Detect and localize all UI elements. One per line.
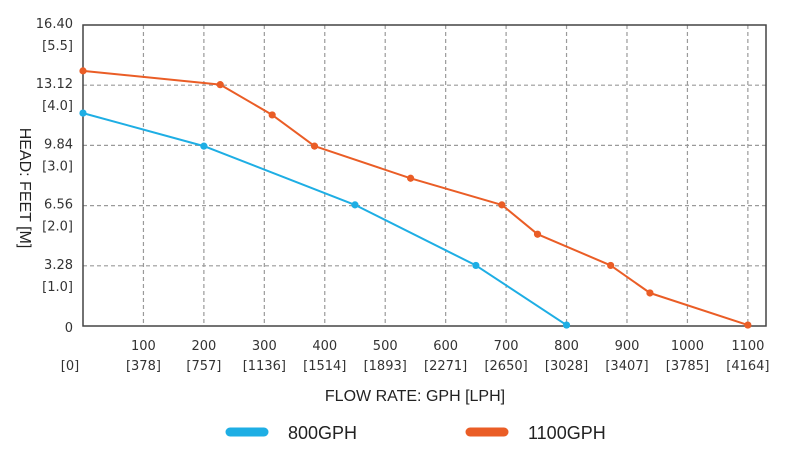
x-tick-label-gph: 600 xyxy=(433,339,458,354)
y-tick-label-feet: 16.40 xyxy=(36,17,73,32)
y-tick-label-feet: 13.12 xyxy=(36,77,73,92)
data-point-800gph xyxy=(79,109,87,117)
y-tick-label-meters: [1.0] xyxy=(42,280,73,295)
x-tick-label-gph: 1000 xyxy=(671,339,704,354)
x-tick-label-gph: 900 xyxy=(615,339,640,354)
x-tick-label-lph: [2650] xyxy=(484,359,527,374)
x-tick-label-lph: [757] xyxy=(186,359,221,374)
data-point-1100gph xyxy=(268,111,276,119)
plot-frame xyxy=(82,24,767,327)
x-tick-label-lph: [1136] xyxy=(243,359,286,374)
y-tick-label-meters: [4.0] xyxy=(42,99,73,114)
y-tick-label-feet: 3.28 xyxy=(44,258,73,273)
y-tick-label-meters: [5.5] xyxy=(42,39,73,54)
y-tick-label-meters: [3.0] xyxy=(42,159,73,174)
x-tick-label-gph: 500 xyxy=(373,339,398,354)
data-point-1100gph xyxy=(533,230,542,238)
data-point-800gph xyxy=(200,142,208,150)
y-tick-label-meters: [2.0] xyxy=(42,220,73,235)
x-tick-label-gph: 100 xyxy=(131,339,156,354)
y-tick-label-feet: 9.84 xyxy=(44,137,73,152)
x-tick-label-lph: [3407] xyxy=(605,359,648,374)
x-tick-label-gph: 400 xyxy=(312,339,337,354)
x-tick-label-lph: [3028] xyxy=(545,359,588,374)
data-point-1100gph xyxy=(310,142,319,150)
x-tick-label-lph: [4164] xyxy=(726,359,769,374)
x-tick-label-lph: [1893] xyxy=(364,359,407,374)
x-tick-label-lph: [1514] xyxy=(303,359,346,374)
data-point-1100gph xyxy=(406,174,415,182)
x-axis-title: FLOW RATE: GPH [LPH] xyxy=(325,388,505,405)
data-point-1100gph xyxy=(607,261,615,270)
data-point-800gph xyxy=(351,201,359,209)
x-tick-labels: [0] 100 [378] 200 [757] 300 [1136] 400 [1514] 500… xyxy=(61,339,770,374)
legend-label-1100gph: 1100GPH xyxy=(528,423,606,443)
legend-label-800gph: 800GPH xyxy=(288,423,357,443)
x-tick-label-gph: 1100 xyxy=(731,339,764,354)
grid-lines xyxy=(83,25,766,326)
y-tick-label-feet: 0 xyxy=(65,321,73,336)
data-point-1100gph xyxy=(646,289,654,297)
y-axis-title: HEAD: FEET [M] xyxy=(16,128,33,249)
data-point-800gph xyxy=(562,321,571,329)
x-tick-label-gph: 200 xyxy=(191,339,216,354)
data-point-1100gph xyxy=(216,81,224,89)
data-point-1100gph xyxy=(744,321,752,329)
x-tick-label-gph: 300 xyxy=(252,339,277,354)
legend: 800GPH 1100GPH xyxy=(225,423,606,443)
y-tick-label-feet: 6.56 xyxy=(44,198,73,213)
data-point-1100gph xyxy=(498,201,506,209)
series-layer xyxy=(79,67,752,329)
x-tick-label-gph: 800 xyxy=(554,339,579,354)
x-tick-label-lph: [3785] xyxy=(666,359,709,374)
x-tick-label-lph: [378] xyxy=(126,359,161,374)
data-point-800gph xyxy=(472,261,480,270)
y-tick-labels: 0 3.28 [1.0] 6.56 [2.0] 9.84 [3.0] 13.12 [4.0] 16… xyxy=(36,17,73,336)
x-tick-label-lph: [2271] xyxy=(424,359,467,374)
data-point-1100gph xyxy=(79,67,87,75)
series-line-1100gph xyxy=(82,69,749,327)
x-tick-label-lph: [0] xyxy=(61,359,79,374)
x-tick-label-gph: 700 xyxy=(494,339,519,354)
